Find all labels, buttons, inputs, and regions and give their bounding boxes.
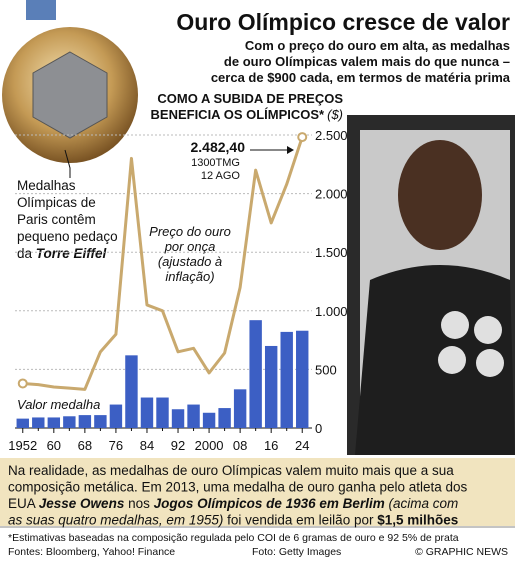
medal-note-run: Medalhas	[17, 178, 76, 193]
footnote: *Estimativas baseadas na composição regu…	[8, 532, 459, 544]
photo-medal	[438, 346, 466, 374]
bar	[156, 397, 169, 428]
bar	[140, 397, 154, 428]
x-tick-label: 68	[78, 438, 92, 453]
photo-suit	[355, 265, 515, 455]
bar	[171, 409, 185, 428]
story-text-run: nos	[124, 496, 153, 511]
medal-note: Paris contêm	[17, 212, 96, 227]
series-label: Preço do ouro	[149, 224, 231, 239]
chart-heading: COMO A SUBIDA DE PREÇOS	[157, 91, 343, 106]
medal-note-run: da	[17, 246, 36, 261]
series-label: Valor medalha	[17, 397, 100, 412]
story-box	[0, 458, 515, 526]
bar	[16, 418, 29, 428]
x-tick-label: 16	[264, 438, 278, 453]
story-text: composição metálica. Em 2013, uma medalh…	[8, 480, 468, 495]
bar	[280, 331, 293, 428]
annotation-value: 2.482,40	[191, 139, 246, 155]
story-text-run: $1,5 milhões	[377, 513, 458, 528]
bar	[187, 404, 200, 428]
series-label: (ajustado à	[158, 254, 222, 269]
y-tick-label: 0	[315, 421, 322, 436]
story-text-run: Jesse Owens	[39, 496, 125, 511]
x-tick-label: 92	[171, 438, 185, 453]
x-tick-label: 1952	[8, 438, 37, 453]
story-text-run: Na realidade, as medalhas de ouro Olímpi…	[8, 463, 454, 478]
y-tick-label: 1.500	[315, 245, 348, 260]
medal-note: Olímpicas de	[17, 195, 96, 210]
bar	[125, 355, 138, 428]
bar	[47, 417, 61, 428]
medal-note: Medalhas	[17, 178, 76, 193]
story-text-run: EUA	[8, 496, 39, 511]
annotation-time: 1300TMG	[191, 157, 240, 169]
photo-medal	[474, 316, 502, 344]
story-text: Na realidade, as medalhas de ouro Olímpi…	[8, 463, 454, 478]
photo-face	[398, 140, 482, 250]
title: Ouro Olímpico cresce de valor	[176, 9, 510, 35]
x-tick-label: 2000	[195, 438, 224, 453]
annotation-date: 12 AGO	[201, 170, 241, 182]
end-point	[297, 132, 308, 143]
medal-note-run: Torre Eiffel	[36, 246, 107, 261]
medal-note: da Torre Eiffel	[17, 246, 107, 261]
x-tick-label: 60	[47, 438, 61, 453]
y-tick-label: 500	[315, 362, 337, 377]
series-label: por onça	[164, 239, 216, 254]
subtitle: cerca de $900 cada, em termos de matéria…	[211, 70, 511, 85]
series-label: inflação)	[165, 269, 214, 284]
annotation-arrowhead	[287, 146, 294, 154]
medal-note-run: Paris contêm	[17, 212, 96, 227]
medal-note-run: pequeno pedaço	[17, 229, 118, 244]
story-text-run: as suas quatro medalhas, em 1955)	[8, 513, 223, 528]
medal-hexagon	[32, 51, 108, 139]
story-text-run: composição metálica. Em 2013, uma medalh…	[8, 480, 468, 495]
bar	[94, 415, 107, 428]
story-text: as suas quatro medalhas, em 1955) foi ve…	[8, 513, 458, 528]
end-point	[17, 378, 28, 389]
y-tick-label: 2.000	[315, 187, 348, 202]
ribbon	[26, 0, 56, 20]
x-tick-label: 24	[295, 438, 309, 453]
sources: Fontes: Bloomberg, Yahoo! Finance	[8, 546, 175, 558]
x-tick-label: 08	[233, 438, 247, 453]
copyright: © GRAPHIC NEWS	[415, 546, 508, 558]
bar	[202, 412, 216, 428]
note-leader	[64, 149, 71, 178]
y-tick-label: 1.000	[315, 304, 348, 319]
bar	[32, 417, 45, 428]
bar	[264, 345, 278, 428]
bar	[233, 389, 247, 428]
x-tick-label: 84	[140, 438, 154, 453]
subtitle: de ouro Olímpicas valem mais do que nunc…	[224, 54, 510, 69]
bar	[249, 320, 262, 428]
story-text-run: (acima com	[385, 496, 459, 511]
gold-line	[22, 136, 304, 391]
medal-note-run: Olímpicas de	[17, 195, 96, 210]
chart-heading-run: BENEFICIA OS OLÍMPICOS*	[151, 107, 326, 122]
y-tick-label: 2.500	[315, 128, 348, 143]
chart-heading: BENEFICIA OS OLÍMPICOS* ($)	[151, 107, 343, 122]
photo-medal	[441, 311, 469, 339]
subtitle: Com o preço do ouro em alta, as medalhas	[245, 38, 510, 53]
story-text-run: foi vendida em leilão por	[223, 513, 377, 528]
bar	[78, 415, 92, 428]
story-text: EUA Jesse Owens nos Jogos Olímpicos de 1…	[8, 496, 458, 511]
bar	[63, 416, 76, 428]
story-text-run: Jogos Olímpicos de 1936 em Berlim	[154, 496, 385, 511]
photo-credit: Foto: Getty Images	[252, 546, 341, 558]
x-tick-label: 76	[109, 438, 123, 453]
bar	[218, 408, 231, 428]
medal-note: pequeno pedaço	[17, 229, 118, 244]
chart-heading-unit: ($)	[327, 107, 343, 122]
bar	[109, 404, 123, 428]
photo-medal	[476, 349, 504, 377]
bar	[296, 330, 309, 428]
